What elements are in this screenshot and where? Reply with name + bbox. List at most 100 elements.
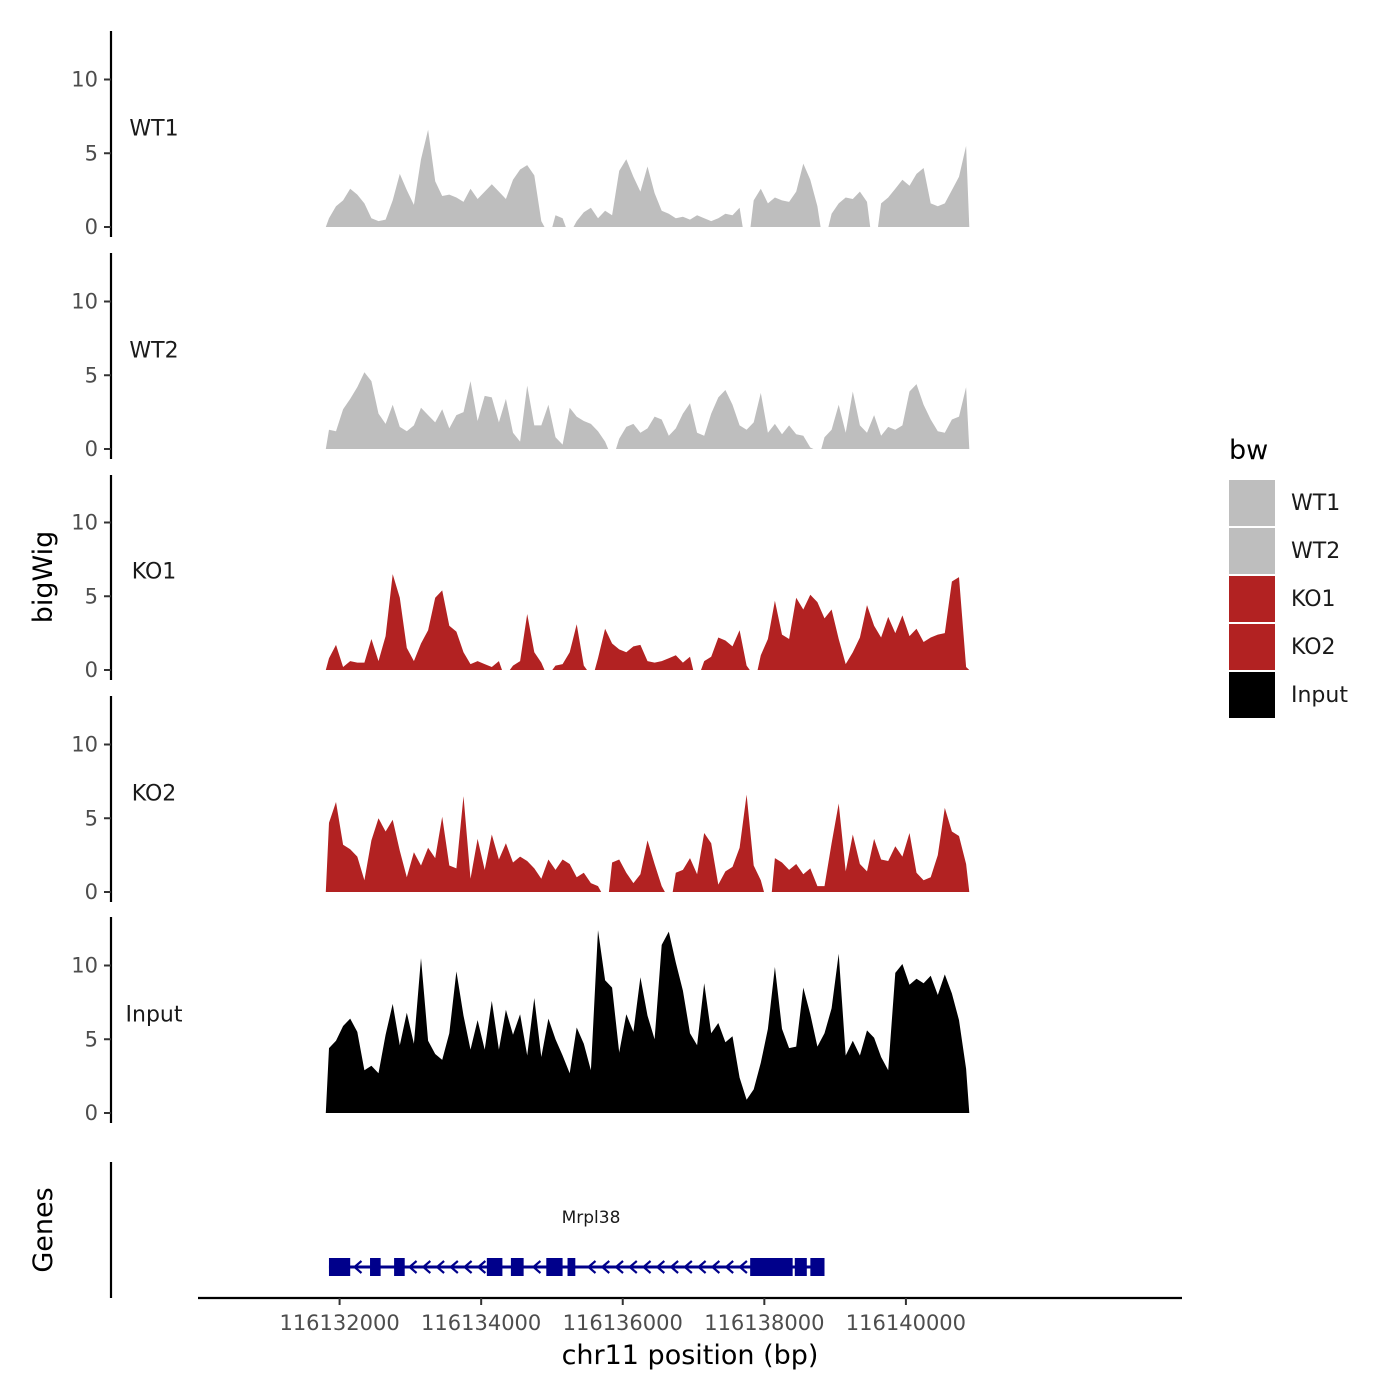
legend-key-wt2 [1229, 528, 1275, 574]
legend-label-wt1: WT1 [1291, 491, 1340, 516]
y-tick-label-ko1-0: 0 [85, 658, 98, 682]
strand-arrow [696, 1260, 707, 1274]
x-tick-label-116134000: 116134000 [421, 1311, 541, 1335]
strand-arrow [738, 1260, 748, 1274]
exon-mrpl38-4 [486, 1258, 503, 1276]
track-label-ko1: KO1 [132, 560, 177, 585]
strand-arrow [683, 1260, 693, 1274]
strand-arrow [724, 1260, 734, 1274]
gene-label-mrpl38: Mrpl38 [562, 1208, 621, 1228]
strand-arrow [476, 1260, 487, 1274]
y-tick-label-wt2-10: 10 [71, 290, 98, 314]
area-ko2-segment-3 [672, 794, 764, 892]
strand-arrow [586, 1260, 597, 1274]
exon-mrpl38-9 [794, 1258, 807, 1276]
y-tick-label-wt2-0: 0 [85, 437, 98, 461]
y-tick-label-input-5: 5 [85, 1027, 98, 1051]
x-axis-title: chr11 position (bp) [562, 1340, 819, 1371]
strand-arrow [710, 1260, 721, 1274]
track-input: 0 5 10 Input [71, 917, 970, 1125]
legend-key-ko2 [1229, 624, 1275, 670]
area-wt1-segment-6 [878, 145, 970, 227]
strand-arrow [407, 1260, 418, 1274]
strand-arrow [641, 1260, 652, 1274]
x-tick-label-116132000: 116132000 [279, 1311, 399, 1335]
legend-label-wt2: WT2 [1291, 539, 1340, 564]
strand-arrow [531, 1260, 542, 1274]
legend-key-wt1 [1229, 480, 1275, 526]
strand-arrow [655, 1260, 666, 1274]
legend-key-input [1229, 672, 1275, 718]
track-label-wt1: WT1 [129, 117, 178, 142]
x-tick-label-116138000: 116138000 [704, 1311, 824, 1335]
area-ko2-segment-2 [608, 840, 665, 892]
exon-mrpl38-3 [394, 1258, 405, 1276]
area-ko1-segment-6 [757, 577, 970, 670]
bigwig-tracks: 0 5 10 WT1 0 5 10 WT2 0 5 10 KO1 0 5 10 KO2 0 5 10 Input [71, 31, 970, 1125]
area-ko2-segment-4 [771, 803, 970, 892]
track-wt1: 0 5 10 WT1 [71, 31, 970, 239]
area-wt1-segment-3 [573, 159, 743, 227]
area-ko2-segment-1 [325, 796, 602, 892]
track-ko1: 0 5 10 KO1 [71, 475, 970, 682]
strand-arrow [628, 1260, 638, 1274]
strand-arrow [462, 1260, 473, 1274]
area-wt1-segment-1 [325, 129, 545, 227]
gene-mrpl38: Mrpl38 [328, 1208, 825, 1276]
y-tick-label-ko2-10: 10 [71, 733, 98, 757]
y-tick-label-wt1-10: 10 [71, 68, 98, 92]
area-wt2-segment-2 [616, 390, 814, 449]
exon-mrpl38-8 [750, 1258, 793, 1276]
track-label-input: Input [126, 1003, 183, 1028]
strand-arrow [600, 1260, 610, 1274]
exon-mrpl38-7 [567, 1258, 576, 1276]
strand-arrow [435, 1260, 445, 1274]
area-wt1-segment-4 [750, 163, 821, 227]
y-tick-label-wt2-5: 5 [85, 363, 98, 387]
y-tick-label-ko2-0: 0 [85, 880, 98, 904]
x-axis: 116132000 116134000 116136000 116138000 1161… [198, 1296, 1182, 1335]
y-tick-label-ko1-5: 5 [85, 584, 98, 608]
legend-label-input: Input [1291, 683, 1348, 708]
exon-mrpl38-5 [510, 1258, 524, 1276]
y-tick-label-ko2-5: 5 [85, 806, 98, 830]
area-ko1-segment-5 [701, 630, 750, 670]
track-label-wt2: WT2 [129, 339, 178, 364]
strand-arrow [669, 1260, 679, 1274]
y-tick-label-input-0: 0 [85, 1101, 98, 1125]
area-ko1-segment-3 [552, 624, 587, 670]
genes-panel: Mrpl38 [109, 1162, 825, 1298]
y-tick-label-wt1-5: 5 [85, 141, 98, 165]
strand-arrow [421, 1260, 432, 1274]
legend-label-ko2: KO2 [1291, 635, 1336, 660]
area-wt1-segment-5 [828, 191, 871, 227]
exon-mrpl38-2 [370, 1258, 381, 1276]
area-ko1-segment-1 [325, 574, 502, 670]
exon-mrpl38-6 [546, 1258, 563, 1276]
y-axis-title: bigWig [28, 531, 59, 624]
y-tick-label-input-10: 10 [71, 954, 98, 978]
area-ko1-segment-2 [509, 614, 545, 670]
x-tick-label-116136000: 116136000 [563, 1311, 683, 1335]
legend-label-ko1: KO1 [1291, 587, 1336, 612]
area-wt2-segment-1 [325, 372, 609, 449]
legend: bw WT1 WT2 KO1 KO2 Input [1229, 435, 1348, 718]
genes-axis-title: Genes [28, 1187, 59, 1272]
exon-mrpl38-1 [328, 1258, 351, 1276]
y-tick-label-wt1-0: 0 [85, 215, 98, 239]
x-tick-label-116140000: 116140000 [846, 1311, 966, 1335]
area-wt1-segment-2 [552, 215, 566, 227]
exon-mrpl38-10 [810, 1258, 825, 1276]
track-label-ko2: KO2 [132, 782, 177, 807]
legend-title: bw [1229, 435, 1268, 466]
track-wt2: 0 5 10 WT2 [71, 253, 970, 461]
y-tick-label-ko1-10: 10 [71, 511, 98, 535]
area-wt2-segment-3 [821, 384, 970, 449]
strand-arrow [352, 1260, 363, 1274]
area-input-segment-1 [325, 930, 970, 1113]
track-ko2: 0 5 10 KO2 [71, 696, 970, 904]
strand-arrow [614, 1260, 624, 1274]
legend-key-ko1 [1229, 576, 1275, 622]
strand-arrow [449, 1260, 459, 1274]
